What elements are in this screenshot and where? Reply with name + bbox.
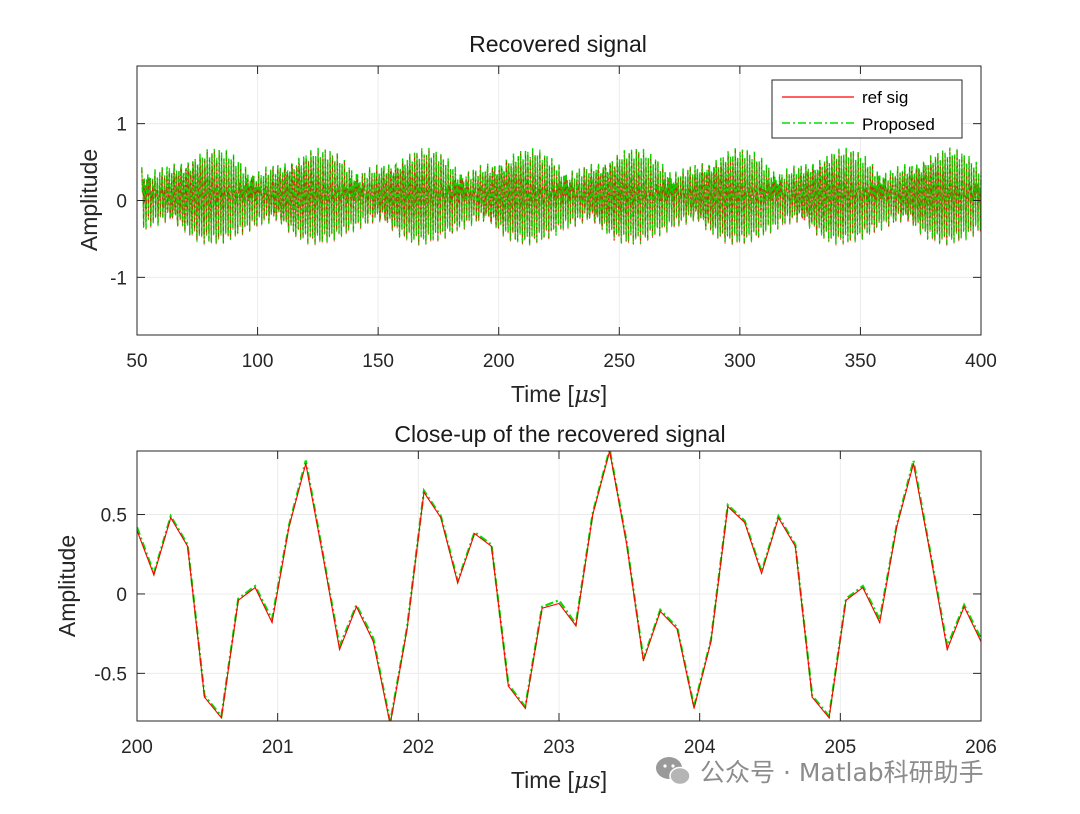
y-tick-label: 0.5 (101, 506, 127, 527)
ref-sig-point (440, 517, 442, 519)
ref-sig-point (642, 660, 645, 662)
legend-box (771, 79, 963, 139)
top-chart-title: Recovered signal (469, 31, 647, 57)
legend-ref-label: ref sig (862, 88, 908, 107)
ref-sig-point (558, 602, 560, 605)
ref-sig-point (760, 572, 763, 574)
ref-sig-point (372, 640, 374, 643)
ref-sig-point (946, 648, 948, 651)
ref-sig-point (777, 517, 780, 519)
ref-sig-point (727, 505, 729, 508)
ref-sig-point (659, 610, 661, 613)
ref-sig-point (271, 621, 273, 624)
ref-sig-point (338, 648, 341, 651)
bottom-chart-ylabel: Amplitude (54, 535, 80, 637)
x-tick-label: 200 (483, 351, 515, 372)
ref-sig-point (524, 707, 526, 709)
ref-sig-point (676, 628, 678, 630)
x-tick-label: 205 (824, 737, 856, 758)
ref-sig-point (288, 526, 290, 528)
ref-sig-point (541, 607, 543, 609)
ref-sig-point (254, 586, 256, 589)
legend-proposed-label: Proposed (862, 115, 935, 134)
ref-sig-point (828, 717, 830, 719)
ref-sig-point (203, 696, 206, 698)
ref-sig-point (406, 628, 408, 630)
ref-sig-point (963, 606, 965, 608)
ref-sig-point (896, 526, 898, 528)
ref-sig-point (592, 513, 594, 516)
ref-sig-point (929, 553, 931, 555)
y-tick-label: 0 (116, 585, 127, 606)
watermark-text: 公众号 · Matlab科研助手 (700, 758, 984, 787)
x-tick-label: 400 (965, 351, 997, 372)
ref-sig-point (474, 532, 476, 535)
top-chart: Recovered signal 50 100 150 200 250 300 350 400… (76, 31, 997, 408)
x-tick-label: 204 (684, 737, 716, 758)
ref-sig-point (912, 463, 915, 465)
bottom-chart-title: Close-up of the recovered signal (394, 421, 725, 447)
y-tick-label: -0.5 (94, 664, 127, 685)
ref-sig-point (457, 582, 459, 584)
watermark: 公众号 · Matlab科研助手 (656, 757, 984, 787)
ref-sig-point (862, 586, 864, 589)
bottom-chart-ticks: 200 201 202 203 204 205 206 -0.5 0 0.5 (94, 451, 997, 758)
ref-sig-point (187, 545, 189, 547)
top-chart-data (141, 147, 982, 246)
x-tick-label: 202 (402, 737, 434, 758)
x-tick-label: 200 (121, 737, 153, 758)
ref-sig-point (153, 574, 155, 576)
x-tick-label: 203 (543, 737, 575, 758)
ref-sig-point (322, 553, 324, 555)
x-tick-label: 250 (603, 351, 635, 372)
ref-sig-point (625, 542, 628, 544)
x-tick-label: 50 (126, 351, 147, 372)
x-tick-label: 201 (262, 737, 294, 758)
ref-sig-point (355, 606, 358, 608)
ref-sig-point (693, 707, 695, 709)
ref-sig-point (710, 640, 712, 643)
ref-sig-point (170, 517, 172, 519)
ref-sig-point (490, 545, 493, 547)
y-tick-label: 0 (116, 192, 127, 213)
x-tick-label: 350 (845, 351, 877, 372)
ref-sig-point (507, 685, 509, 687)
bottom-chart: Close-up of the recovered signal 200 201 2… (54, 421, 997, 794)
x-tick-label: 206 (965, 737, 997, 758)
ref-sig-point (794, 545, 796, 547)
ref-sig-point (305, 463, 307, 465)
y-tick-label: 1 (116, 115, 127, 136)
bottom-chart-data (137, 451, 981, 725)
y-tick-label: -1 (110, 268, 127, 289)
top-chart-ylabel: Amplitude (76, 149, 102, 251)
ref-sig-point (220, 717, 222, 719)
ref-sig-point (575, 625, 577, 627)
ref-sig-point (879, 621, 881, 624)
x-tick-label: 150 (362, 351, 394, 372)
bottom-chart-xlabel: Time [μs] (511, 767, 607, 794)
ref-sig-point (845, 599, 847, 601)
x-tick-label: 300 (724, 351, 756, 372)
x-tick-label: 100 (242, 351, 274, 372)
top-chart-xlabel: Time [μs] (511, 381, 607, 408)
ref-sig-point (237, 599, 239, 601)
ref-sig-point (423, 491, 425, 493)
bottom-chart-grid (136, 451, 982, 721)
ref-sig-point (744, 521, 746, 524)
wechat-icon (656, 757, 691, 786)
top-chart-ticks: 50 100 150 200 250 300 350 400 -1 0 1 (110, 66, 997, 372)
ref-sig-point (390, 724, 391, 725)
legend: ref sig Proposed (771, 79, 963, 139)
ref-sig-point (811, 696, 813, 698)
